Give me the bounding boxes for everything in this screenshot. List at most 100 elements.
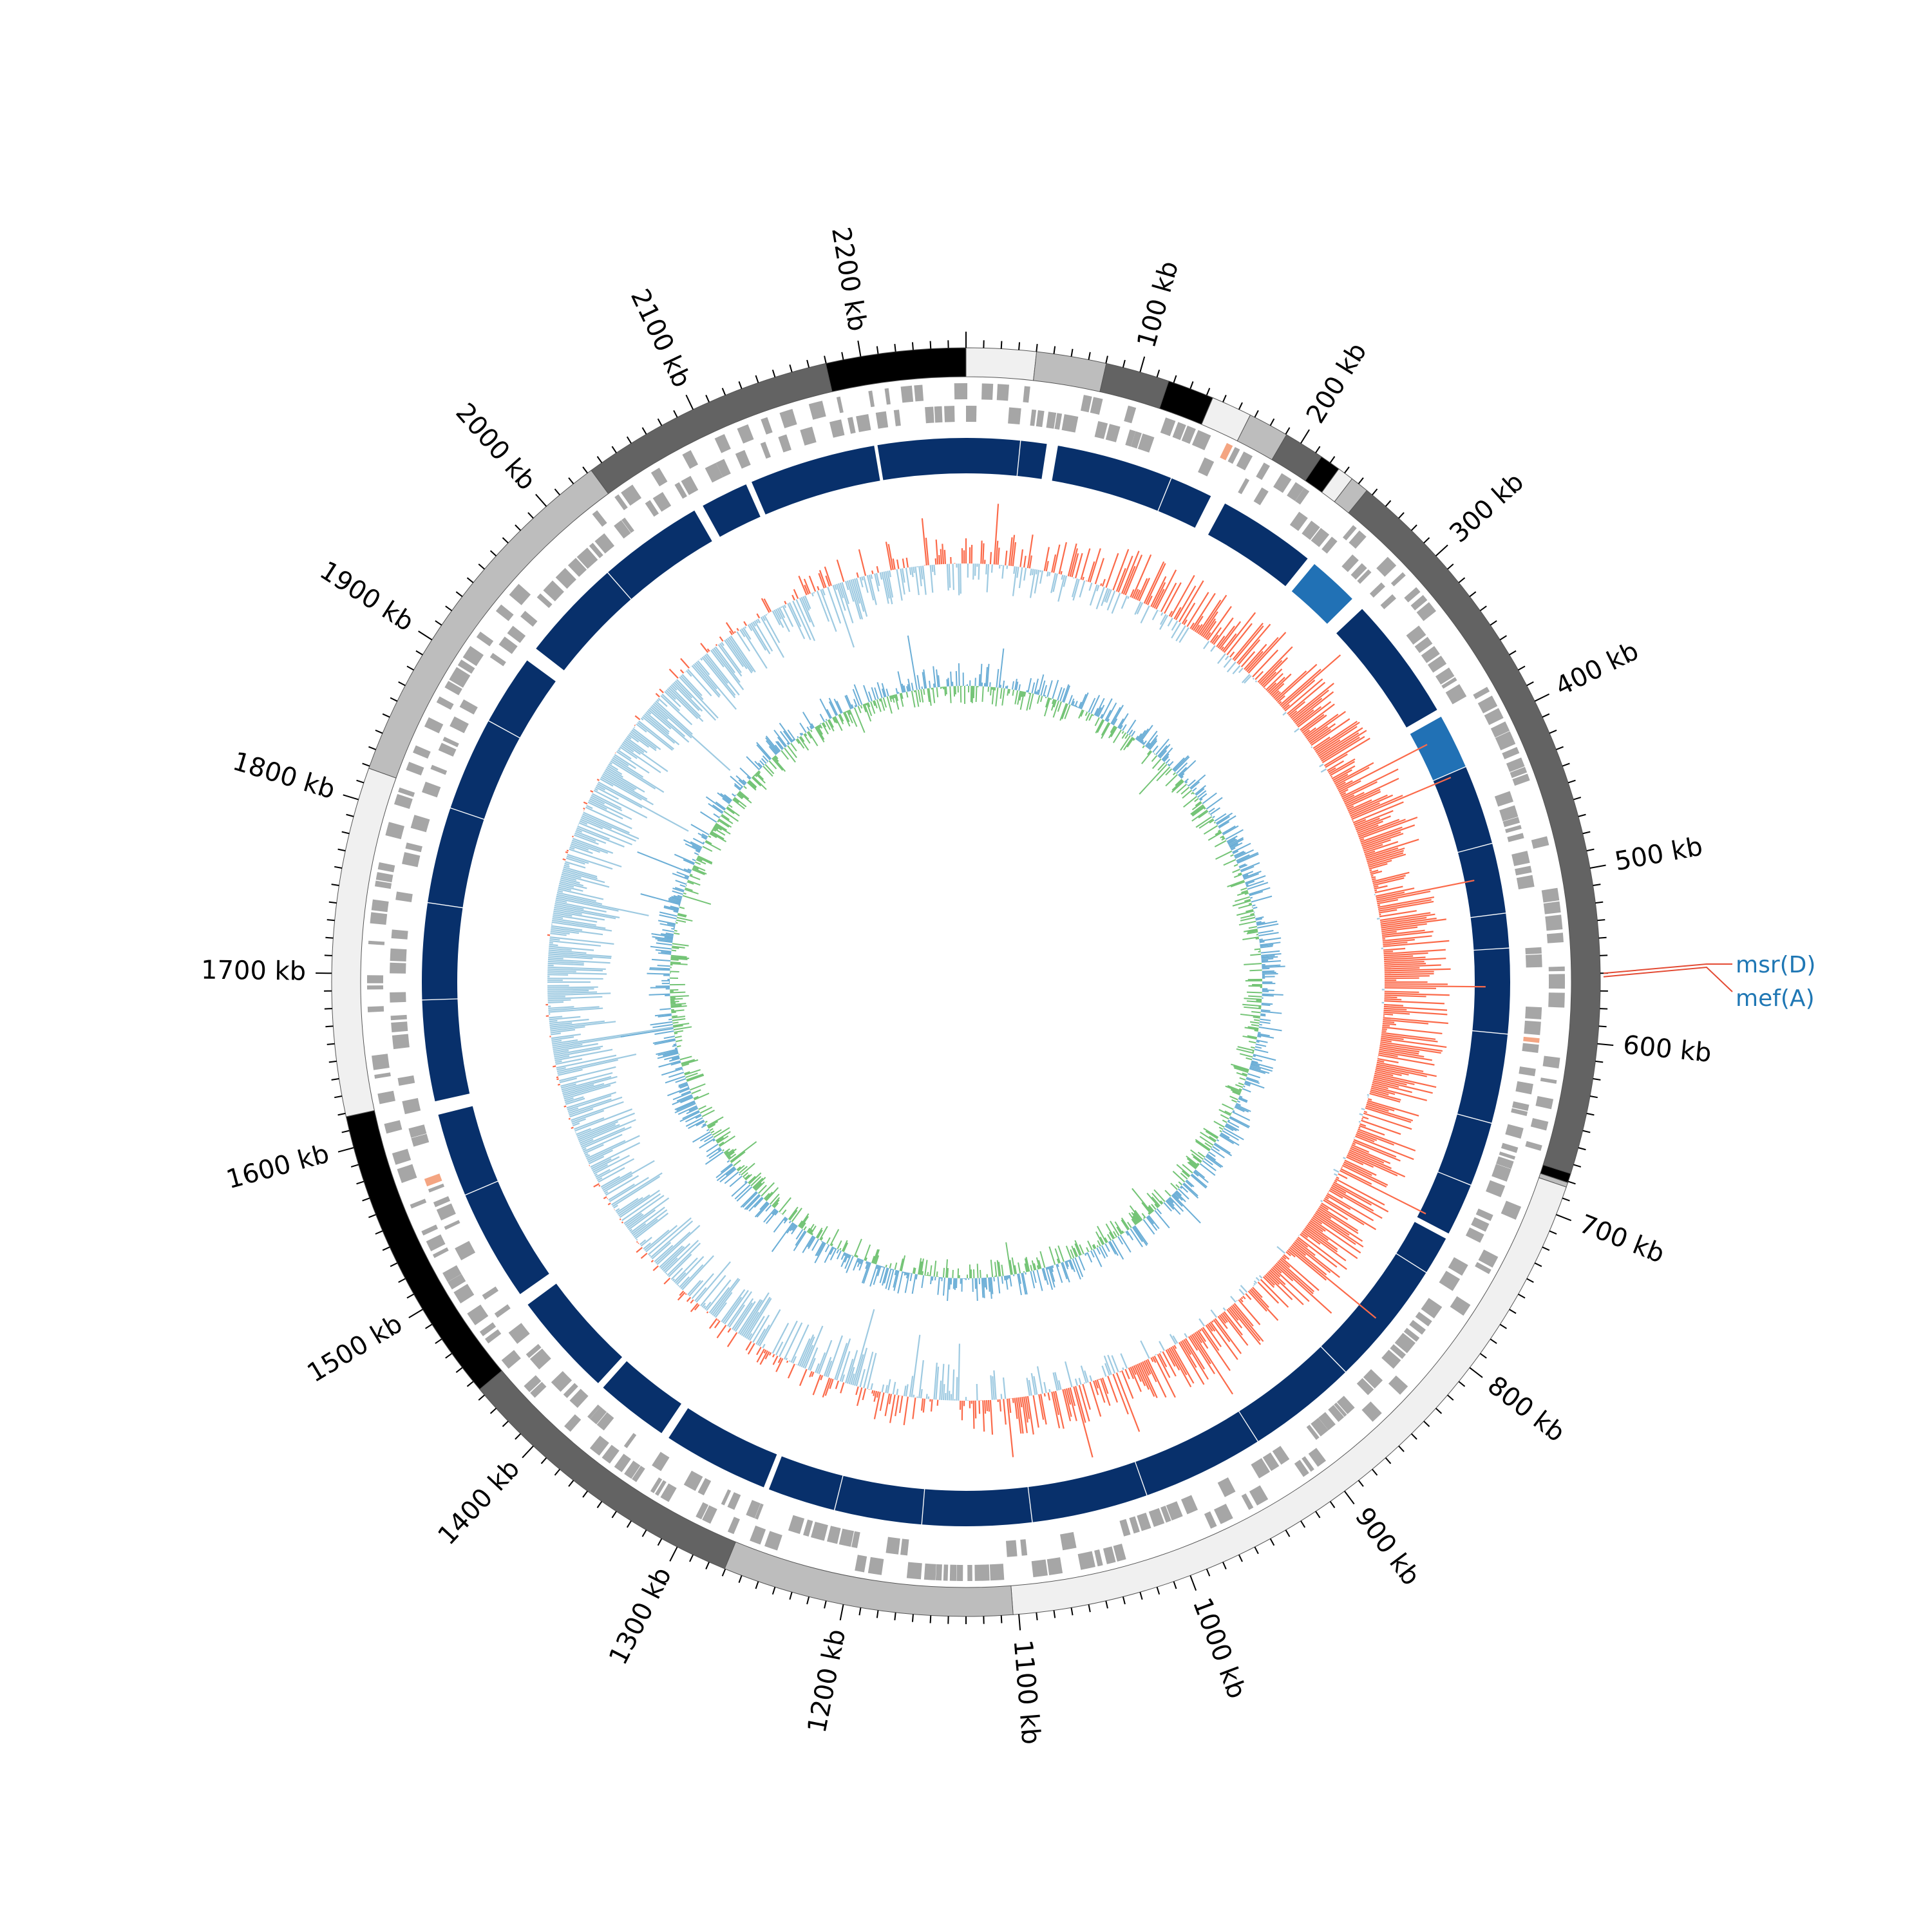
cds-block: [1341, 554, 1359, 573]
minor-tick: [1385, 1457, 1392, 1464]
minor-tick: [721, 388, 726, 396]
cds-block: [601, 1444, 620, 1464]
cds-block: [594, 533, 615, 554]
minor-tick: [738, 1575, 743, 1583]
cds-block: [587, 1404, 601, 1419]
minor-tick: [1206, 1568, 1211, 1577]
cds-block: [621, 484, 642, 506]
cds-block: [1180, 1495, 1198, 1515]
minor-tick: [1189, 381, 1194, 389]
major-tick: [839, 1604, 844, 1621]
blast-hit: [1208, 503, 1308, 587]
cds-block: [1421, 1298, 1443, 1319]
minor-tick: [1423, 1421, 1430, 1427]
cds-block: [1522, 1043, 1539, 1053]
cds-block: [1119, 1519, 1131, 1537]
blast-hit: [1470, 913, 1510, 950]
tick-label: 1000 kb: [1187, 1594, 1252, 1703]
cds-block: [390, 1014, 407, 1021]
cds-block: [424, 717, 444, 734]
minor-tick: [1586, 1112, 1595, 1116]
cds-block: [405, 842, 422, 853]
major-tick: [1597, 1043, 1614, 1046]
cds-block: [1005, 1540, 1018, 1557]
minor-tick: [341, 1130, 350, 1133]
cds-block: [1272, 1446, 1290, 1465]
blast-hit: [1438, 1114, 1492, 1185]
blast-hit: [1458, 844, 1506, 918]
cds-block: [1477, 696, 1498, 714]
minor-tick: [582, 466, 589, 474]
cds-block: [424, 1173, 442, 1187]
cds-block: [1294, 1459, 1309, 1477]
cds-block: [808, 401, 826, 420]
minor-tick: [1549, 1230, 1557, 1235]
cds-block: [1251, 1458, 1271, 1479]
cds-block: [697, 1478, 712, 1496]
blast-hit: [768, 1456, 843, 1510]
cds-block: [1357, 569, 1372, 584]
cds-block: [1311, 527, 1330, 547]
cds-block: [1543, 901, 1561, 914]
cds-block: [569, 1388, 589, 1408]
minor-tick: [1458, 1381, 1466, 1387]
minor-tick: [582, 1490, 589, 1498]
cds-block: [1113, 1544, 1126, 1562]
cds-block: [397, 1164, 417, 1183]
cds-block: [410, 1198, 427, 1209]
minor-tick: [772, 1586, 776, 1595]
minor-tick: [515, 1433, 522, 1440]
cds-block: [682, 450, 699, 469]
cds-block: [1511, 1108, 1528, 1116]
major-tick: [1189, 1575, 1197, 1591]
cds-block: [391, 929, 408, 940]
cds-block: [746, 1500, 761, 1519]
minor-tick: [772, 369, 776, 378]
cds-block: [1548, 992, 1565, 1008]
cds-block: [1505, 825, 1522, 833]
minor-tick: [1315, 446, 1321, 453]
cds-block: [652, 491, 672, 512]
cds-block: [974, 1564, 990, 1581]
cds-block: [1496, 1156, 1514, 1170]
minor-tick: [1343, 466, 1350, 474]
minor-tick: [1173, 375, 1177, 383]
cds-block: [623, 1433, 637, 1448]
minor-tick: [1053, 1610, 1056, 1618]
cds-block: [760, 442, 772, 459]
cds-block: [1008, 407, 1021, 424]
minor-tick: [1562, 1197, 1570, 1202]
tick-label: 1800 kb: [229, 746, 338, 805]
cds-block: [954, 383, 968, 400]
cds-block: [1094, 421, 1108, 439]
cds-block: [1124, 405, 1137, 424]
minor-tick: [657, 418, 663, 426]
gc-skew-positive: [620, 635, 1285, 1302]
cds-block: [436, 696, 454, 710]
minor-tick: [1509, 1309, 1517, 1314]
cds-block: [721, 1489, 732, 1506]
cds-block: [715, 459, 731, 478]
cds-block: [392, 1148, 412, 1165]
minor-tick: [596, 1501, 603, 1508]
cds-block: [944, 406, 955, 422]
cds-block: [934, 406, 943, 423]
cds-block: [681, 475, 699, 495]
cds-block: [1525, 954, 1542, 968]
cds-block: [1061, 414, 1079, 433]
minor-tick: [415, 650, 423, 656]
cds-block: [1336, 1396, 1355, 1414]
cds-block: [372, 1054, 390, 1070]
cds-block: [1369, 582, 1385, 598]
cds-block: [1486, 1180, 1506, 1198]
cds-block: [426, 1234, 446, 1251]
cds-block: [1198, 457, 1215, 477]
minor-tick: [1070, 348, 1074, 357]
cds-block: [385, 822, 404, 840]
cds-block: [526, 1343, 542, 1358]
minor-tick: [596, 456, 603, 464]
cds-block: [855, 1555, 867, 1573]
minor-tick: [1300, 1520, 1306, 1528]
minor-tick: [689, 1554, 694, 1562]
minor-tick: [1000, 1615, 1003, 1624]
